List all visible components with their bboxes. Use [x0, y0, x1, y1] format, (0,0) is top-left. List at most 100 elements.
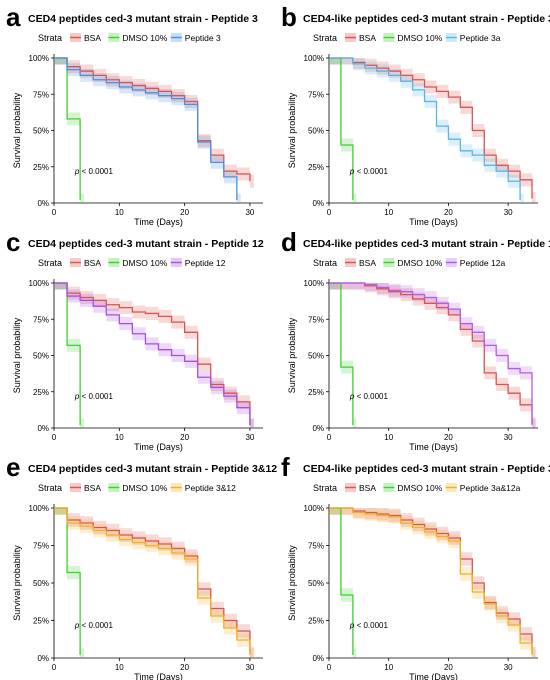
- p-value-symbol: p: [349, 621, 355, 630]
- y-tick-label: 0%: [312, 199, 324, 208]
- y-tick-label: 0%: [312, 654, 324, 663]
- y-axis-label: Survival probability: [287, 545, 297, 621]
- y-tick-label: 50%: [308, 352, 324, 361]
- x-tick-label: 30: [245, 663, 254, 672]
- legend-label: Peptide 3a&12a: [460, 483, 521, 493]
- y-tick-label: 100%: [29, 279, 49, 288]
- survival-line: [329, 282, 354, 426]
- x-axis-label: Time (Days): [409, 217, 458, 227]
- legend-label: Peptide 3: [185, 33, 221, 43]
- panel-letter: f: [281, 452, 290, 482]
- x-tick-label: 0: [52, 433, 57, 442]
- x-tick-label: 0: [327, 208, 332, 217]
- y-axis-label: Survival probability: [287, 317, 297, 393]
- panel-letter: a: [6, 2, 21, 32]
- y-tick-label: 75%: [33, 90, 49, 99]
- panel-letter: c: [6, 227, 20, 257]
- y-tick-label: 100%: [304, 279, 324, 288]
- legend-title: Strata: [313, 33, 337, 43]
- x-axis-label: Time (Days): [409, 442, 458, 452]
- p-value-symbol: p: [74, 392, 80, 401]
- y-axis-label: Survival probability: [287, 92, 297, 168]
- p-value: p < 0.0001: [74, 392, 114, 401]
- p-value-rest: < 0.0001: [79, 167, 113, 176]
- y-tick-label: 25%: [33, 163, 49, 172]
- y-tick-label: 0%: [37, 654, 49, 663]
- y-tick-label: 0%: [37, 199, 49, 208]
- x-axis-label: Time (Days): [134, 217, 183, 227]
- p-value-symbol: p: [74, 621, 80, 630]
- survival-line: [329, 57, 354, 201]
- p-value-symbol: p: [74, 167, 80, 176]
- confidence-band: [54, 508, 254, 658]
- legend-title: Strata: [313, 258, 337, 268]
- y-tick-label: 100%: [304, 54, 324, 63]
- survival-line: [329, 57, 521, 201]
- legend-label: DMSO 10%: [122, 483, 167, 493]
- x-tick-label: 20: [180, 208, 189, 217]
- x-tick-label: 0: [52, 663, 57, 672]
- x-tick-label: 20: [444, 663, 453, 672]
- legend-label: Peptide 3a: [460, 33, 501, 43]
- x-tick-label: 30: [504, 663, 513, 672]
- y-tick-label: 0%: [312, 424, 324, 433]
- survival-line: [329, 507, 533, 654]
- x-tick-label: 10: [384, 663, 393, 672]
- survival-line: [54, 282, 81, 426]
- legend-label: DMSO 10%: [397, 258, 442, 268]
- survival-line: [54, 507, 81, 655]
- survival-line: [54, 282, 251, 426]
- y-tick-label: 75%: [33, 315, 49, 324]
- panel-f: f CED4-like peptides ced-3 mutant strain …: [281, 452, 550, 680]
- y-tick-label: 50%: [308, 579, 324, 588]
- chart-title: CED4-like peptides ced-3 mutant strain -…: [303, 13, 550, 25]
- legend-title: Strata: [313, 483, 337, 493]
- survival-line: [329, 507, 354, 655]
- y-tick-label: 100%: [29, 504, 49, 513]
- y-tick-label: 75%: [33, 542, 49, 551]
- chart-title: CED4-like peptides ced-3 mutant strain -…: [303, 238, 550, 250]
- survival-line: [54, 57, 238, 201]
- confidence-band: [54, 283, 254, 428]
- survival-line: [54, 57, 81, 201]
- y-tick-label: 0%: [37, 424, 49, 433]
- panel-d: d CED4-like peptides ced-3 mutant strain …: [281, 227, 550, 452]
- x-tick-label: 30: [504, 433, 513, 442]
- legend-label: DMSO 10%: [122, 258, 167, 268]
- survival-line: [329, 282, 533, 426]
- survival-line: [54, 57, 251, 182]
- x-axis-label: Time (Days): [409, 672, 458, 680]
- legend-title: Strata: [38, 258, 62, 268]
- y-tick-label: 25%: [308, 163, 324, 172]
- p-value: p < 0.0001: [349, 392, 389, 401]
- x-axis-label: Time (Days): [134, 672, 183, 680]
- y-tick-label: 100%: [304, 504, 324, 513]
- panel-e: e CED4 peptides ced-3 mutant strain - Pep…: [6, 452, 277, 680]
- p-value-rest: < 0.0001: [354, 621, 388, 630]
- x-tick-label: 10: [115, 433, 124, 442]
- x-tick-label: 0: [52, 208, 57, 217]
- legend-label: BSA: [359, 258, 376, 268]
- panel-letter: e: [6, 452, 20, 482]
- y-tick-label: 100%: [29, 54, 49, 63]
- y-axis-label: Survival probability: [12, 317, 22, 393]
- legend-label: BSA: [359, 33, 376, 43]
- y-tick-label: 25%: [33, 617, 49, 626]
- y-tick-label: 25%: [33, 388, 49, 397]
- x-tick-label: 30: [504, 208, 513, 217]
- x-tick-label: 20: [444, 208, 453, 217]
- p-value-rest: < 0.0001: [354, 392, 388, 401]
- x-axis-label: Time (Days): [134, 442, 183, 452]
- survival-line: [54, 507, 251, 655]
- chart-title: CED4 peptides ced-3 mutant strain - Pept…: [28, 238, 264, 250]
- panel-letter: b: [281, 2, 297, 32]
- survival-line: [54, 507, 251, 654]
- confidence-band: [329, 58, 524, 203]
- panel-letter: d: [281, 227, 297, 257]
- confidence-band: [54, 283, 254, 428]
- y-tick-label: 50%: [33, 579, 49, 588]
- legend-label: Peptide 12: [185, 258, 226, 268]
- chart-title: CED4 peptides ced-3 mutant strain - Pept…: [28, 13, 258, 25]
- legend-label: Peptide 3&12: [185, 483, 236, 493]
